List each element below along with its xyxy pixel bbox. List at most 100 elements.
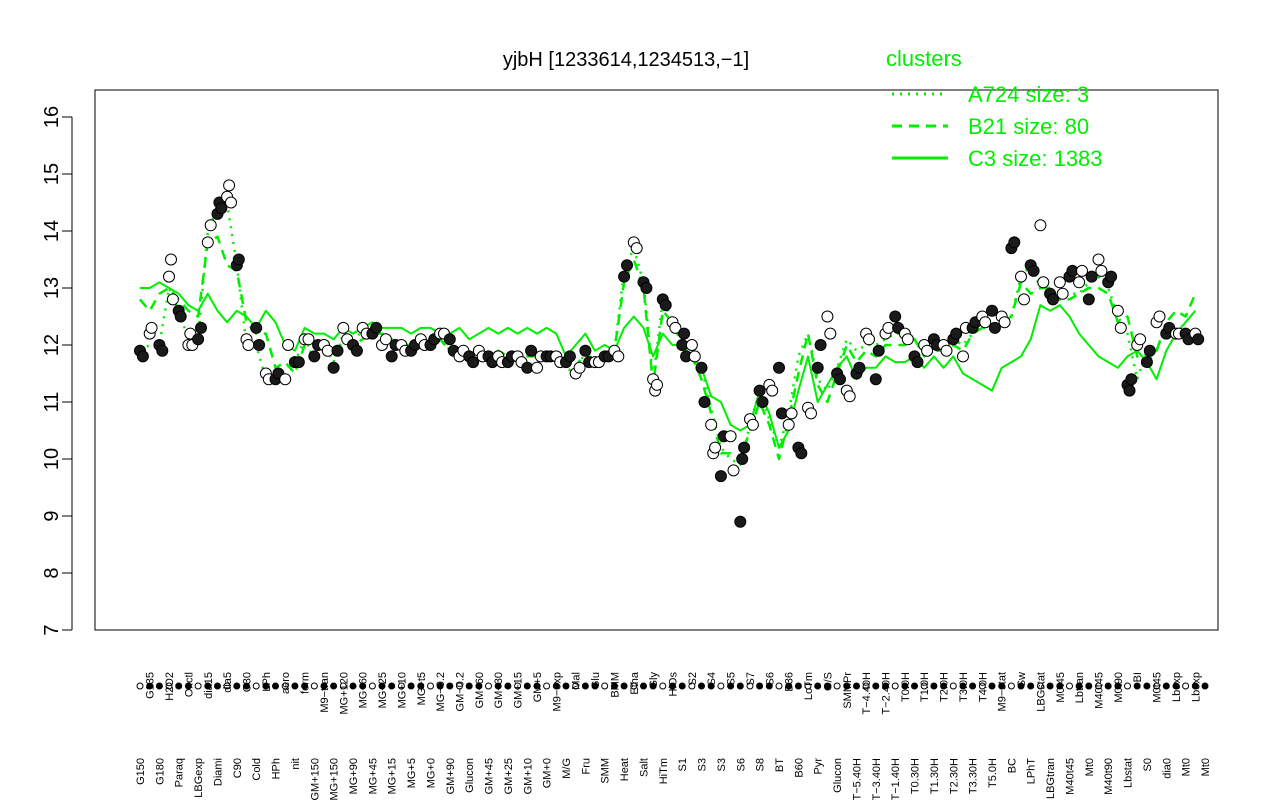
x-rug-marker [1162,682,1170,690]
y-tick-label: 11 [41,392,63,413]
data-point [843,390,856,403]
x-rug-marker [310,682,318,690]
data-point [863,333,875,346]
x-tick-label: M40t45 [1094,672,1106,709]
data-point [1008,236,1021,249]
x-tick-label: MG+60 [358,672,370,708]
x-tick-label: BI [1132,672,1144,682]
x-rug-marker [620,682,628,690]
x-tick-label: S2 [687,672,699,685]
x-rug-marker [920,682,928,690]
x-tick-label: LoTm [803,672,815,700]
x-rug-marker [794,682,802,690]
x-tick-label: T5.0H [987,758,999,788]
y-tick-label: 13 [41,277,63,299]
x-rug-marker [368,682,376,690]
data-point [773,361,785,374]
x-rug-marker [552,682,560,690]
x-tick-label: C90 [232,758,244,778]
x-rug-marker [1046,682,1054,690]
x-tick-label: Lbtran [1074,672,1086,703]
data-point [1123,384,1136,397]
x-rug-marker [978,682,986,690]
plot-border [94,89,1219,631]
x-tick-label: G150 [135,758,147,785]
x-rug-marker [688,682,696,690]
x-tick-label: S6 [735,758,747,771]
data-point [785,407,798,420]
x-tick-label: BMM [609,672,621,698]
x-tick-label: B36 [784,672,796,692]
data-point [195,321,207,334]
data-point [279,373,292,386]
x-rug-marker [533,682,541,690]
data-point [443,333,456,346]
x-rug-marker [959,682,967,690]
x-tick-label: Glucon [464,758,476,793]
x-tick-label: GM+25 [503,758,515,794]
x-rug-marker [1066,682,1073,690]
data-point [201,236,214,249]
x-rug-marker [1056,682,1064,690]
x-rug-marker [214,682,221,690]
x-tick-label: HPh [271,758,283,779]
x-tick-label: GM+10 [522,758,534,794]
x-tick-label: GM+15 [513,672,525,708]
data-point [727,464,740,477]
data-point [1125,373,1138,386]
x-tick-label: G/S [822,672,834,691]
data-point [174,310,187,323]
x-tick-label: dia5 [222,672,234,693]
x-tick-label: H2O2 [164,672,176,701]
x-tick-label: M9−stat [997,672,1009,711]
x-rug-marker [698,682,705,690]
x-tick-label: Fru [580,758,592,775]
x-tick-label: Gly [648,672,660,689]
x-rug-marker [397,682,405,690]
data-point [724,430,737,443]
x-rug-marker [610,682,618,690]
x-rug-marker [1124,682,1131,690]
x-rug-marker [475,682,483,690]
x-tick-label: dia15 [203,672,215,699]
data-point [834,373,846,386]
x-tick-label: LBGtran [1045,758,1057,799]
plot-frame [94,89,1219,631]
x-rug-marker [330,682,338,690]
x-rug-marker [165,682,173,690]
x-rug-marker [1191,682,1199,690]
x-tick-label: GM+45 [484,758,496,794]
x-tick-label: Salt [639,758,651,777]
x-tick-label: B60 [793,758,805,778]
data-point [165,253,177,266]
x-tick-label: LBGstat [1035,672,1047,712]
x-tick-label: MG+25 [377,672,389,708]
x-rug-marker [659,682,667,690]
x-tick-label: M/G [561,758,573,779]
x-rug-marker [853,682,860,690]
data-point [225,196,237,209]
data-point [1153,310,1166,323]
data-point [579,344,592,357]
x-rug-marker [746,682,754,690]
x-rug-marker [378,682,386,690]
y-tick-label: 15 [41,163,63,185]
x-rug-marker [1104,682,1112,690]
x-tick-label: S1 [677,758,689,771]
x-tick-label: GM+5 [532,672,544,702]
data-point [1111,304,1124,317]
data-point [136,350,149,363]
x-tick-label: Etha [629,671,641,695]
x-tick-label: SMMPr [842,672,854,709]
x-tick-label: M40t45 [1065,758,1077,795]
data-point [957,350,969,363]
x-tick-label: Heat [619,758,631,781]
x-rug-marker [736,682,744,690]
data-point [145,321,158,334]
data-point [734,515,747,528]
data-point [1134,333,1147,346]
y-tick-label: 14 [41,220,63,242]
x-tick-label: MG+150 [329,758,341,800]
x-rug-marker [301,682,309,690]
cluster-line-dotted [139,201,1196,466]
